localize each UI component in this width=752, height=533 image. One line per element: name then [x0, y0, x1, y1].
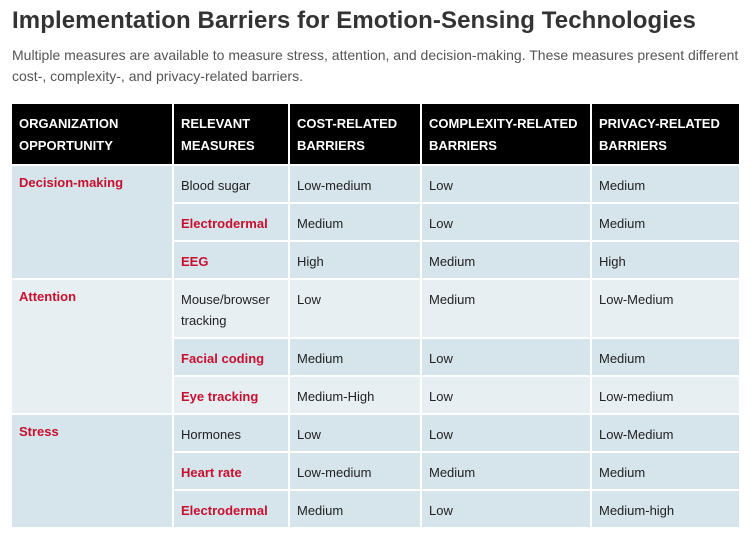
table-header-row: ORGANIZATION OPPORTUNITY RELEVANT MEASUR… [12, 104, 739, 165]
header-measures: RELEVANT MEASURES [172, 104, 289, 165]
table-row: Facial coding Medium Low Medium [12, 337, 739, 376]
table-row: Eye tracking Medium-High Low Low-medium [12, 375, 739, 414]
privacy-cell: Low-Medium [590, 278, 739, 338]
measure-cell: Facial coding [172, 337, 289, 376]
privacy-cell: Medium [590, 337, 739, 376]
cost-cell: Medium [288, 202, 421, 241]
cost-cell: High [288, 240, 421, 279]
complexity-cell: Medium [420, 240, 591, 279]
privacy-cell: Medium-high [590, 489, 739, 527]
measure-cell: Electrodermal [172, 489, 289, 527]
cost-cell: Low [288, 278, 421, 338]
complexity-cell: Medium [420, 451, 591, 490]
page-subtitle: Multiple measures are available to measu… [12, 47, 739, 84]
complexity-cell: Low [420, 164, 591, 203]
org-cell: Decision-making [12, 164, 173, 279]
table-row: Decision-making Blood sugar Low-medium L… [12, 164, 739, 279]
header-privacy: PRIVACY-RELATED BARRIERS [590, 104, 739, 165]
privacy-cell: Low-medium [590, 375, 739, 414]
privacy-cell: Medium [590, 202, 739, 241]
complexity-cell: Low [420, 202, 591, 241]
table-row: Attention Mouse/browser tracking Low Med… [12, 278, 739, 414]
table-row: Electrodermal Medium Low Medium [12, 202, 739, 241]
cost-cell: Low-medium [288, 164, 421, 203]
complexity-cell: Low [420, 375, 591, 414]
barriers-table: ORGANIZATION OPPORTUNITY RELEVANT MEASUR… [12, 104, 739, 527]
privacy-cell: Low-Medium [590, 413, 739, 452]
cost-cell: Low-medium [288, 451, 421, 490]
measure-cell: Heart rate [172, 451, 289, 490]
measure-cell: Blood sugar [172, 164, 289, 203]
measure-cell: Mouse/browser tracking [172, 278, 289, 338]
privacy-cell: Medium [590, 164, 739, 203]
cost-cell: Low [288, 413, 421, 452]
complexity-cell: Low [420, 489, 591, 527]
org-cell: Stress [12, 413, 173, 527]
table-row: Electrodermal Medium Low Medium-high [12, 489, 739, 527]
cost-cell: Medium [288, 489, 421, 527]
cost-cell: Medium-High [288, 375, 421, 414]
table-row: Stress Hormones Low Low Low-Medium [12, 413, 739, 527]
complexity-cell: Medium [420, 278, 591, 338]
header-cost: COST-RELATED BARRIERS [288, 104, 421, 165]
complexity-cell: Low [420, 337, 591, 376]
header-complexity: COMPLEXITY-RELATED BARRIERS [420, 104, 591, 165]
table-row: Heart rate Low-medium Medium Medium [12, 451, 739, 490]
org-cell: Attention [12, 278, 173, 414]
measure-cell: Eye tracking [172, 375, 289, 414]
header-org: ORGANIZATION OPPORTUNITY [12, 104, 173, 165]
page-title: Implementation Barriers for Emotion-Sens… [12, 7, 696, 34]
measure-cell: Electrodermal [172, 202, 289, 241]
measure-cell: EEG [172, 240, 289, 279]
measure-cell: Hormones [172, 413, 289, 452]
privacy-cell: Medium [590, 451, 739, 490]
complexity-cell: Low [420, 413, 591, 452]
privacy-cell: High [590, 240, 739, 279]
cost-cell: Medium [288, 337, 421, 376]
table-row: EEG High Medium High [12, 240, 739, 279]
